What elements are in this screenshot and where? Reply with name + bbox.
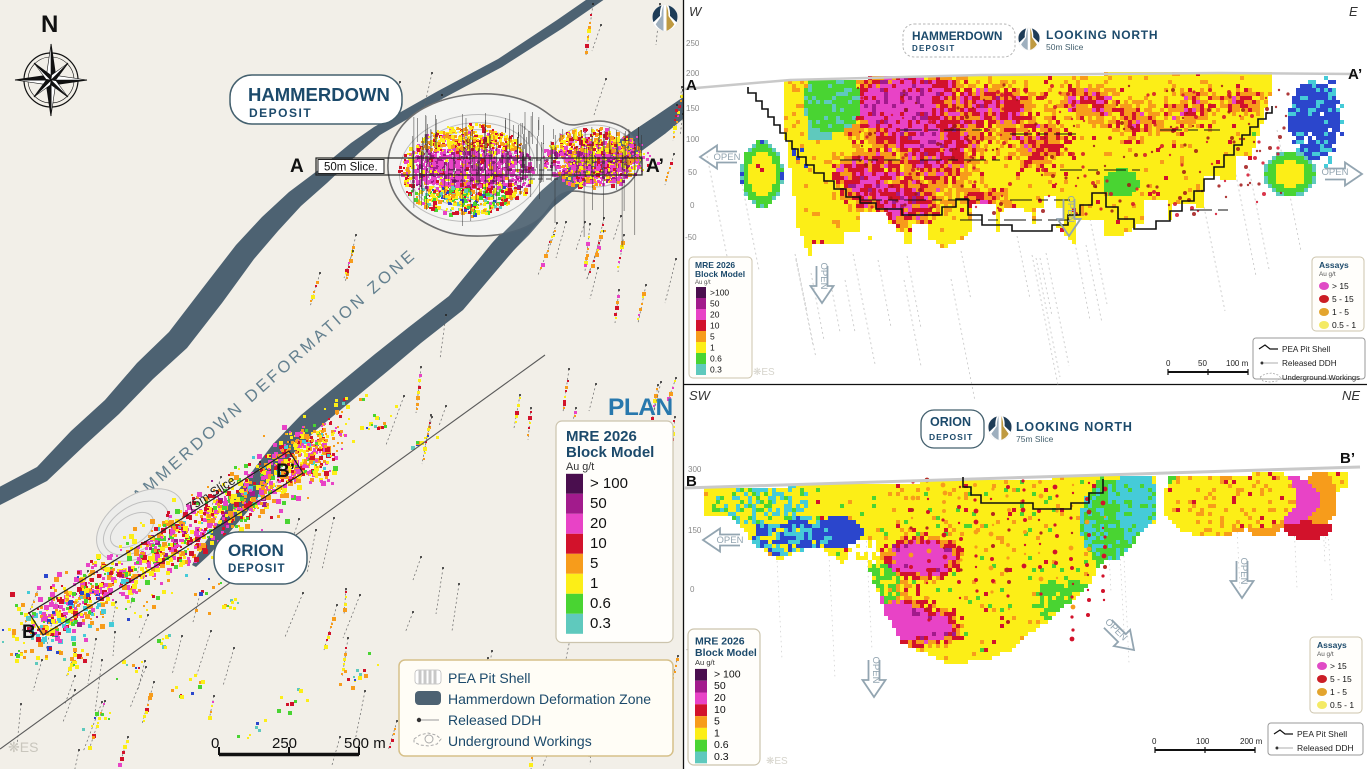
svg-text:Hammerdown Deformation Zone: Hammerdown Deformation Zone: [448, 691, 651, 707]
svg-text:PEA Pit Shell: PEA Pit Shell: [448, 670, 531, 686]
svg-text:10: 10: [590, 535, 607, 552]
svg-text:1: 1: [590, 575, 598, 592]
svg-text:DEPOSIT: DEPOSIT: [249, 106, 312, 120]
svg-text:20: 20: [590, 515, 607, 532]
svg-text:Underground Workings: Underground Workings: [448, 733, 592, 749]
svg-text:500 m: 500 m: [344, 735, 386, 752]
svg-text:ORION: ORION: [228, 541, 284, 560]
svg-text:A: A: [290, 156, 304, 177]
svg-text:HAMMERDOWN: HAMMERDOWN: [248, 84, 390, 105]
svg-text:B’: B’: [276, 461, 295, 482]
svg-text:MRE 2026: MRE 2026: [566, 428, 637, 445]
svg-text:Au g/t: Au g/t: [566, 461, 594, 473]
svg-text:250: 250: [272, 735, 297, 752]
svg-text:50m Slice.: 50m Slice.: [324, 162, 378, 174]
svg-text:PLAN: PLAN: [608, 394, 673, 421]
svg-text:DEPOSIT: DEPOSIT: [228, 563, 285, 575]
svg-text:50: 50: [590, 495, 607, 512]
svg-text:5: 5: [590, 555, 598, 572]
svg-text:N: N: [41, 11, 58, 38]
svg-text:B: B: [22, 622, 36, 643]
svg-text:0.6: 0.6: [590, 595, 611, 612]
svg-text:0.3: 0.3: [590, 615, 611, 632]
svg-text:> 100: > 100: [590, 475, 628, 492]
svg-text:0: 0: [211, 735, 219, 752]
svg-text:Released DDH: Released DDH: [448, 712, 541, 728]
svg-text:❋ES: ❋ES: [8, 739, 38, 755]
svg-text:A’: A’: [646, 156, 664, 177]
svg-text:Block Model: Block Model: [566, 444, 654, 461]
